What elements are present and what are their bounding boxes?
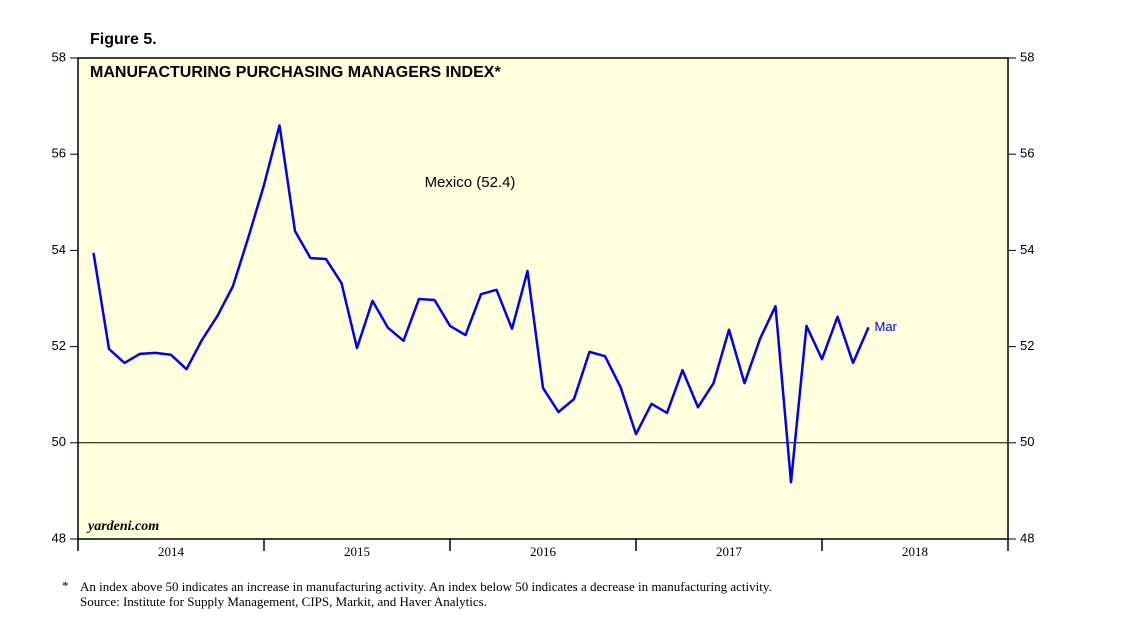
figure-label: Figure 5. xyxy=(90,31,157,48)
y-tick-label: 54 xyxy=(52,242,66,257)
x-tick-label: 2017 xyxy=(716,544,743,559)
y2-tick-label: 58 xyxy=(1020,49,1034,64)
y-tick-label: 48 xyxy=(52,530,66,545)
chart-title: MANUFACTURING PURCHASING MANAGERS INDEX* xyxy=(90,64,501,81)
x-tick-label: 2016 xyxy=(530,544,557,559)
y-tick-label: 52 xyxy=(52,338,66,353)
x-tick-label: 2015 xyxy=(344,544,370,559)
x-tick-label: 2014 xyxy=(158,544,185,559)
y2-tick-label: 54 xyxy=(1020,242,1034,257)
source-mark: yardeni.com xyxy=(86,519,159,534)
y2-tick-label: 50 xyxy=(1020,434,1034,449)
end-label: Mar xyxy=(875,319,898,334)
y-tick-label: 50 xyxy=(52,434,66,449)
footnote-line: Source: Institute for Supply Management,… xyxy=(80,594,487,609)
footnote-line: An index above 50 indicates an increase … xyxy=(80,579,772,594)
y2-tick-label: 52 xyxy=(1020,338,1034,353)
y2-tick-label: 48 xyxy=(1020,530,1034,545)
y2-tick-label: 56 xyxy=(1020,146,1034,161)
line-series xyxy=(92,124,870,484)
footnote-mark: * xyxy=(62,578,69,593)
plot-area xyxy=(77,57,1009,540)
y-tick-label: 58 xyxy=(52,49,66,64)
y-tick-label: 56 xyxy=(52,146,66,161)
x-tick-label: 2018 xyxy=(902,544,928,559)
series-label: Mexico (52.4) xyxy=(425,174,516,191)
